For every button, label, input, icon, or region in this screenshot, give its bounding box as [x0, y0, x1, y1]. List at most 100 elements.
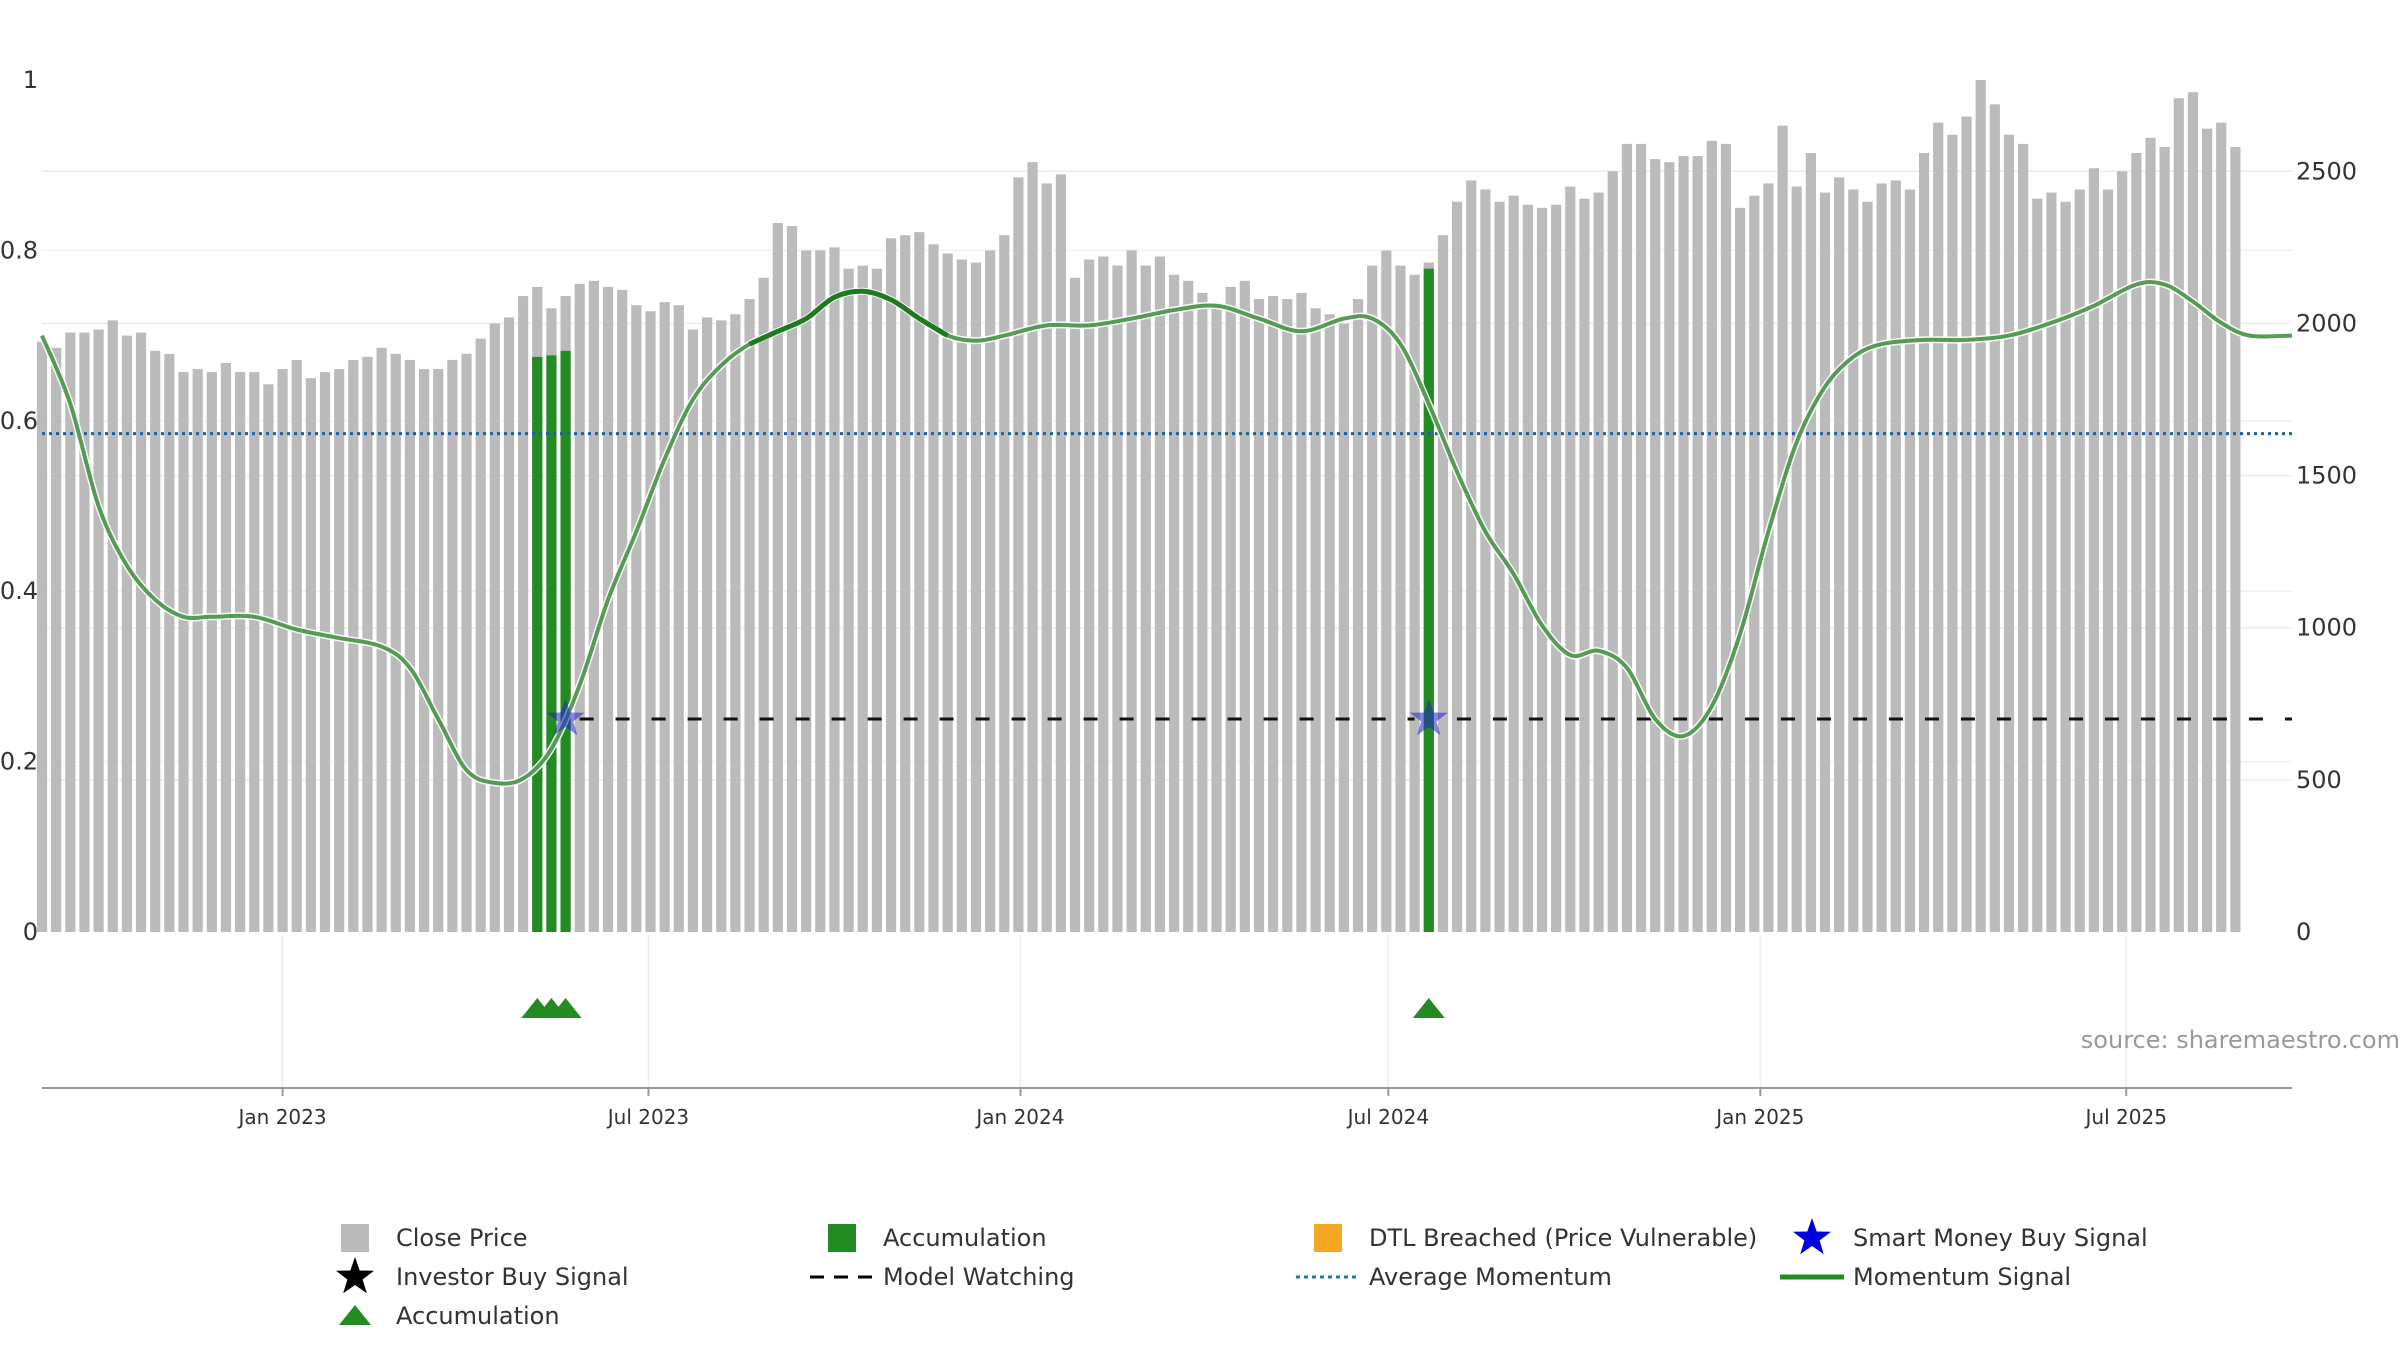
- price-bar: [1183, 280, 1194, 932]
- x-tick-label: Jan 2023: [237, 1105, 327, 1129]
- price-bar: [2230, 146, 2241, 932]
- price-bar: [1607, 171, 1618, 933]
- legend-layer: Close Price Accumulation DTL Breached (Pri…: [336, 1218, 2148, 1330]
- price-bar: [786, 226, 798, 933]
- price-bar: [1749, 195, 1760, 933]
- price-bar: [376, 347, 387, 932]
- x-tick-label: Jul 2025: [2084, 1105, 2167, 1129]
- price-bar: [843, 268, 854, 933]
- price-bar: [2159, 146, 2170, 932]
- lines-layer: [38, 278, 2293, 788]
- price-bar: [1706, 140, 1717, 932]
- price-bar: [1282, 299, 1293, 933]
- price-bar: [2074, 189, 2085, 933]
- price-bar: [1763, 183, 1774, 932]
- price-bar: [1055, 174, 1066, 933]
- price-bar: [390, 353, 401, 932]
- price-bar: [1112, 265, 1123, 933]
- legend-item-average-momentum: Average Momentum: [1296, 1263, 1612, 1291]
- price-bar: [319, 372, 331, 933]
- y-left-tick-label: 0.2: [0, 748, 38, 776]
- accumulation-triangle: [1412, 998, 1445, 1018]
- price-bar: [1918, 153, 1930, 932]
- legend-label: Accumulation: [396, 1302, 560, 1330]
- legend-item-dtl-breached: DTL Breached (Price Vulnerable): [1314, 1224, 1757, 1252]
- price-bar: [135, 332, 147, 932]
- price-bar: [914, 232, 925, 933]
- price-bar: [1947, 134, 1958, 932]
- price-bar: [503, 317, 515, 932]
- price-bar: [1890, 180, 1901, 932]
- y-right-tick-label: 500: [2296, 766, 2342, 794]
- price-bar: [2102, 189, 2114, 933]
- price-bar: [1098, 256, 1109, 932]
- price-bar: [2117, 171, 2128, 933]
- price-bar: [1565, 186, 1576, 932]
- price-bar: [999, 235, 1010, 932]
- price-bar: [418, 369, 430, 933]
- price-bar: [334, 369, 345, 933]
- price-bar: [1126, 250, 1137, 932]
- price-bar: [1027, 162, 1038, 932]
- price-bar: [1452, 201, 1463, 932]
- price-bar: [829, 247, 840, 932]
- price-bar: [1862, 201, 1873, 932]
- price-bar: [1367, 265, 1378, 933]
- price-bar: [1876, 183, 1887, 932]
- price-bar: [815, 250, 826, 932]
- price-bar: [744, 299, 755, 933]
- price-bar: [461, 353, 472, 932]
- price-bar: [93, 329, 104, 932]
- price-bar: [871, 268, 882, 933]
- price-bar: [1989, 104, 2000, 933]
- y-left-tick-label: 0.6: [0, 407, 38, 435]
- price-bar: [518, 296, 529, 932]
- accumulation-bar: [560, 350, 571, 932]
- price-bar: [1508, 195, 1519, 933]
- price-bar: [2018, 143, 2029, 932]
- price-bar: [164, 353, 175, 932]
- price-bar: [1338, 323, 1349, 932]
- price-bar: [1791, 186, 1802, 932]
- price-bar: [206, 372, 217, 933]
- x-tick-label: Jan 2025: [1714, 1105, 1804, 1129]
- legend-swatch: [828, 1224, 856, 1252]
- price-bar: [928, 244, 939, 933]
- legend-label: Investor Buy Signal: [396, 1263, 629, 1291]
- price-bar: [107, 320, 118, 932]
- price-bar: [249, 372, 260, 933]
- price-bar: [1692, 156, 1703, 933]
- x-tick-label: Jan 2024: [974, 1105, 1064, 1129]
- price-bar: [1777, 125, 1788, 932]
- legend-item-model-watching: Model Watching: [810, 1263, 1075, 1291]
- legend-label: Average Momentum: [1369, 1263, 1612, 1291]
- price-bar: [758, 277, 769, 932]
- price-bar: [1069, 277, 1081, 932]
- legend-swatch: [341, 1224, 369, 1252]
- price-bar: [1551, 204, 1562, 932]
- price-bar: [985, 250, 996, 932]
- price-bar: [1650, 159, 1661, 933]
- legend-label: Momentum Signal: [1853, 1263, 2071, 1291]
- price-bar: [1324, 314, 1335, 932]
- x-tick-label: Jul 2023: [606, 1105, 689, 1129]
- legend-swatch: [1314, 1224, 1342, 1252]
- price-bar: [574, 283, 585, 932]
- price-bar: [631, 305, 642, 933]
- price-bar: [1593, 192, 1604, 933]
- price-bar: [673, 305, 684, 933]
- price-bar: [1154, 256, 1166, 932]
- smart-money-buy-star: [1409, 699, 1448, 736]
- price-bar: [235, 372, 246, 933]
- smart-money-buy-star: [546, 699, 585, 736]
- price-bar: [1225, 286, 1236, 932]
- x-tick-label: Jul 2024: [1346, 1105, 1429, 1129]
- price-bar: [2187, 92, 2199, 932]
- price-bar: [433, 369, 444, 933]
- price-bar: [1140, 265, 1151, 933]
- legend-label: Accumulation: [883, 1224, 1047, 1252]
- price-bar: [645, 311, 656, 932]
- price-bar: [772, 223, 783, 932]
- price-bar: [702, 317, 713, 932]
